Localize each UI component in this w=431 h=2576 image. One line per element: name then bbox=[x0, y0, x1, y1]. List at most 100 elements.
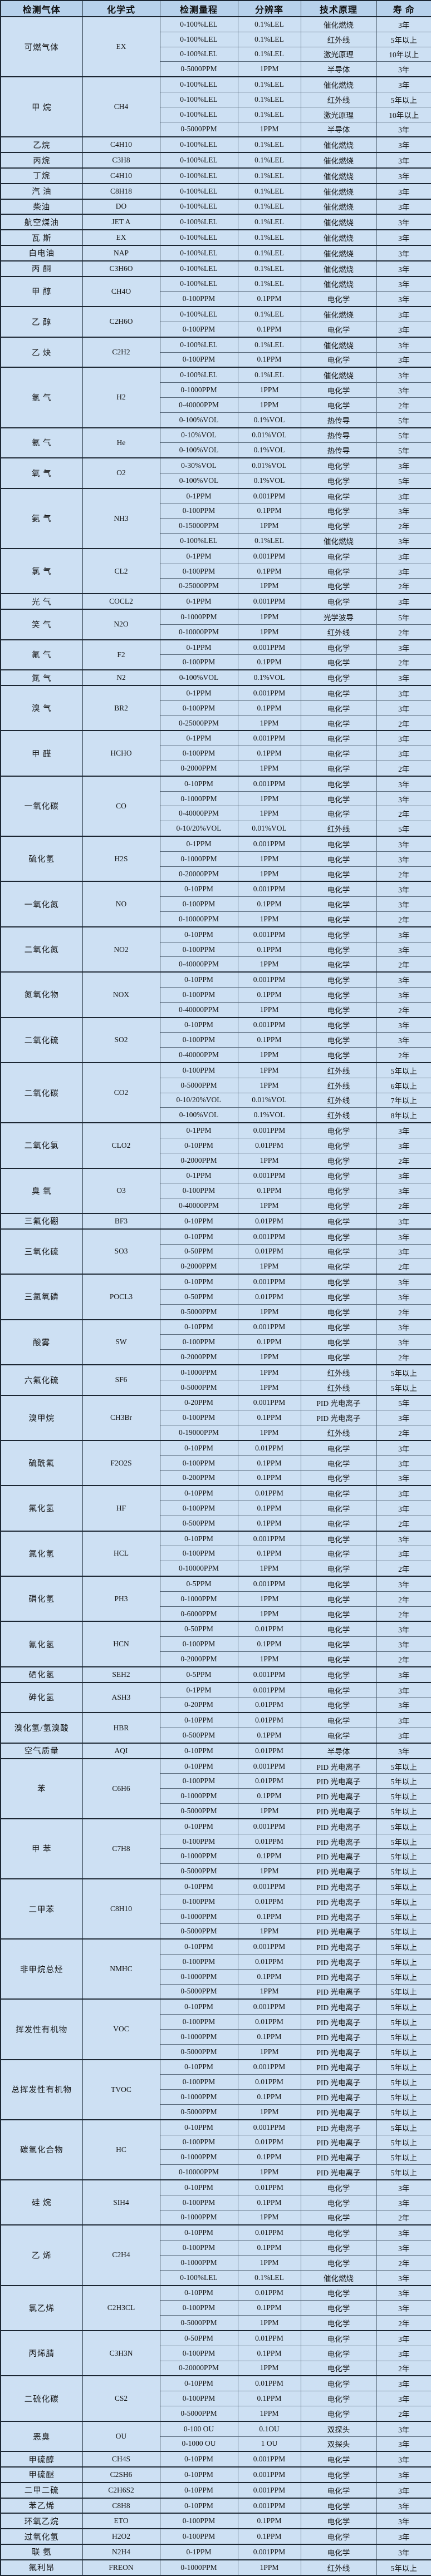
principle-cell: 电化学 bbox=[300, 1183, 377, 1199]
resolution-cell: 0.001PPM bbox=[237, 1319, 301, 1335]
gas-name-cell: 非甲烷总烃 bbox=[0, 1938, 83, 2000]
chemical-formula-cell: SF6 bbox=[82, 1364, 160, 1396]
lifetime-cell: 3年 bbox=[376, 1212, 431, 1230]
resolution-cell: 0.01PPM bbox=[237, 1833, 301, 1849]
table-row: 甲 醇 CH4O 0-100%LEL 0.1%LEL 催化燃烧 3年 bbox=[0, 275, 431, 307]
principle-cell: 电化学 bbox=[300, 1576, 377, 1592]
lifetime-cell: 2年 bbox=[376, 578, 431, 594]
gas-name-cell: 甲硫醇 bbox=[0, 2451, 83, 2468]
principle-cell: 电化学 bbox=[300, 2513, 377, 2529]
lifetime-cell: 3年 bbox=[376, 1470, 431, 1486]
table-row: 三氟化硼 BF3 0-10PPM 0.01PPM 电化学 3年 bbox=[0, 1212, 431, 1230]
resolution-cell: 0.1PPM bbox=[237, 352, 301, 368]
range-cell: 0-2000PPM bbox=[159, 761, 238, 777]
principle-cell: 半导体 bbox=[300, 61, 377, 77]
resolution-cell: 0.1%LEL bbox=[237, 76, 301, 92]
chemical-formula-cell: NO bbox=[82, 881, 160, 927]
range-cell: 0-100PPM bbox=[159, 1455, 238, 1471]
table-row: 0-100PPM 0.1PPM 电化学 3年 bbox=[1, 896, 431, 912]
lifetime-cell: 3年 bbox=[376, 533, 431, 549]
principle-cell: 催化燃烧 bbox=[300, 533, 377, 549]
chemical-formula-cell: CH4O bbox=[82, 275, 160, 307]
range-cell: 0-100PPM bbox=[159, 941, 238, 958]
range-cell: 0-25000PPM bbox=[159, 715, 238, 731]
chemical-formula-cell: H2O2 bbox=[82, 2528, 160, 2545]
range-cell: 0-10PPM bbox=[159, 2375, 238, 2392]
lifetime-cell: 5年以上 bbox=[376, 2104, 431, 2120]
lifetime-cell: 5年 bbox=[376, 427, 431, 443]
resolution-cell: 0.1OU bbox=[237, 2420, 301, 2437]
range-cell: 0-100%LEL bbox=[159, 182, 238, 200]
lifetime-cell: 2年 bbox=[376, 911, 431, 927]
resolution-cell: 0.001PPM bbox=[237, 547, 301, 564]
resolution-cell: 1PPM bbox=[237, 715, 301, 731]
resolution-cell: 0.1PPM bbox=[237, 321, 301, 338]
resolution-cell: 0.1PPM bbox=[237, 2029, 301, 2045]
gas-name-cell: 碳氢化合物 bbox=[0, 2119, 83, 2180]
principle-cell: PID 光电离子 bbox=[300, 1923, 377, 1940]
principle-cell: 红外线 bbox=[300, 1062, 377, 1078]
chemical-formula-cell: JET A bbox=[82, 214, 160, 230]
gas-name-cell: 甲 醛 bbox=[0, 730, 83, 777]
lifetime-cell: 3年 bbox=[376, 352, 431, 368]
gas-name-cell: 臭 氧 bbox=[0, 1167, 83, 1214]
range-cell: 0-1PPM bbox=[159, 1167, 238, 1184]
resolution-cell: 1PPM bbox=[237, 2360, 301, 2376]
gas-name-cell: 过氧化氢 bbox=[0, 2528, 83, 2545]
resolution-cell: 0.001PPM bbox=[237, 1681, 301, 1698]
table-row: 0-100%VOL 0.1%VOL 电化学 5年 bbox=[1, 472, 431, 489]
table-row: 0-1000PPM 1PPM 电化学 3年 bbox=[1, 382, 431, 398]
table-row: 0-1000PPM 0.1PPM PID 光电离子 5年以上 bbox=[1, 2149, 431, 2165]
gas-name-cell: 苯 bbox=[0, 1758, 83, 1819]
table-row: 0-1000PPM 0.1PPM PID 光电离子 5年以上 bbox=[1, 2029, 431, 2045]
resolution-cell: 0.01PPM bbox=[237, 1697, 301, 1713]
table-row: 0-1000PPM 1PPM 电化学 3年 bbox=[1, 791, 431, 807]
range-cell: 0-10PPM bbox=[159, 881, 238, 897]
table-row: 二硫化碳 CS2 0-10PPM 0.01PPM 电化学 3年 bbox=[0, 2375, 431, 2422]
lifetime-cell: 5年 bbox=[376, 821, 431, 837]
chemical-formula-cell: H2S bbox=[82, 836, 160, 882]
table-row: 0-10000PPM 1PPM PID 光电离子 5年以上 bbox=[1, 2164, 431, 2180]
principle-cell: PID 光电离子 bbox=[300, 2059, 377, 2075]
resolution-cell: 0.001PPM bbox=[237, 926, 301, 942]
table-row: 丁烷 C4H10 0-100%LEL 0.1%LEL 催化燃烧 3年 bbox=[0, 167, 431, 184]
lifetime-cell: 3年 bbox=[376, 2513, 431, 2529]
lifetime-cell: 2年 bbox=[376, 1349, 431, 1365]
lifetime-cell: 5年以上 bbox=[376, 1938, 431, 1955]
principle-cell: 电化学 bbox=[300, 1681, 377, 1698]
table-row: 0-1000PPM 1PPM 电化学 2年 bbox=[1, 2209, 431, 2225]
resolution-cell: 1PPM bbox=[237, 2044, 301, 2060]
gas-name-cell: 丙烯腈 bbox=[0, 2330, 83, 2376]
chemical-formula-cell: NAP bbox=[82, 244, 160, 261]
resolution-cell: 0.001PPM bbox=[237, 685, 301, 701]
lifetime-cell: 3年 bbox=[376, 487, 431, 504]
range-cell: 0-100%LEL bbox=[159, 106, 238, 122]
lifetime-cell: 3年 bbox=[376, 1546, 431, 1562]
resolution-cell: 0.01PPM bbox=[237, 2330, 301, 2346]
lifetime-cell: 3年 bbox=[376, 791, 431, 807]
range-cell: 0-100PPM bbox=[159, 1032, 238, 1048]
range-cell: 0-100PPM bbox=[159, 1546, 238, 1562]
principle-cell: 激光原理 bbox=[300, 106, 377, 122]
resolution-cell: 0.001PPM bbox=[237, 1274, 301, 1290]
table-row: 0-40000PPM 1PPM 电化学 2年 bbox=[1, 1198, 431, 1214]
lifetime-cell: 5年以上 bbox=[376, 1364, 431, 1380]
lifetime-cell: 2年 bbox=[376, 1198, 431, 1214]
resolution-cell: 0.1%LEL bbox=[237, 136, 301, 153]
gas-name-cell: 三氧化硫 bbox=[0, 1228, 83, 1275]
principle-cell: PID 光电离子 bbox=[300, 1863, 377, 1879]
range-cell: 0-100PPM bbox=[159, 563, 238, 579]
table-row: 0-100%LEL 0.1%LEL 红外线 5年以上 bbox=[1, 91, 431, 107]
lifetime-cell: 3年 bbox=[376, 1485, 431, 1502]
range-cell: 0-100PPM bbox=[159, 2345, 238, 2361]
gas-name-cell: 联 氨 bbox=[0, 2544, 83, 2560]
table-row: 氦 气 He 0-10%VOL 0.01%VOL 热传导 5年 bbox=[0, 427, 431, 458]
resolution-cell: 1PPM bbox=[237, 609, 301, 625]
principle-cell: 电化学 bbox=[300, 836, 377, 852]
lifetime-cell: 3年 bbox=[376, 321, 431, 338]
table-row: 乙烷 C4H10 0-100%LEL 0.1%LEL 催化燃烧 3年 bbox=[0, 136, 431, 153]
resolution-cell: 0.001PPM bbox=[237, 2497, 301, 2514]
table-row: 0-100PPM 0.1PPM 电化学 2年 bbox=[1, 654, 431, 670]
table-row: 航空煤油 JET A 0-100%LEL 0.1%LEL 催化燃烧 3年 bbox=[0, 214, 431, 230]
gas-name-cell: 白电油 bbox=[0, 244, 83, 261]
